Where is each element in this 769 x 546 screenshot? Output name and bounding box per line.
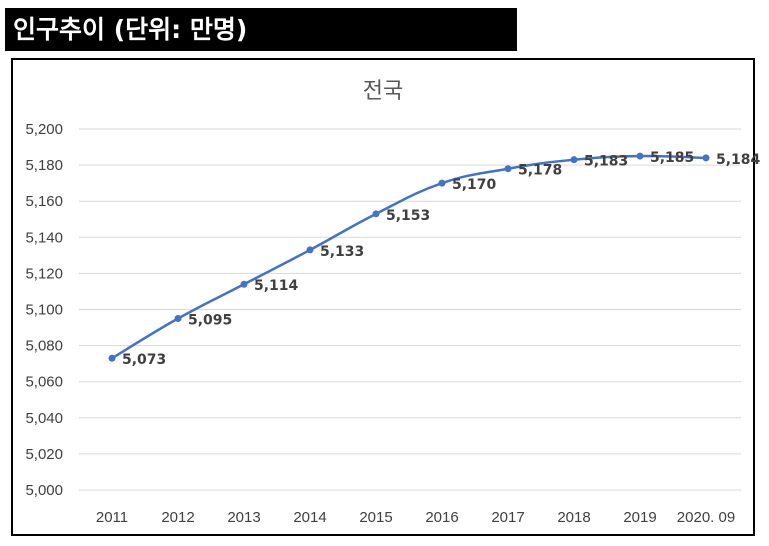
data-point bbox=[306, 246, 314, 254]
y-axis-ticks: 5,000 5,020 5,040 5,060 5,080 5,100 5,120 5,140… bbox=[25, 121, 63, 499]
data-point bbox=[570, 156, 578, 164]
y-tick-label: 5,180 bbox=[25, 157, 63, 174]
data-point bbox=[504, 165, 512, 173]
y-tick-label: 5,100 bbox=[25, 302, 63, 319]
data-label: 5,178 bbox=[518, 163, 562, 179]
x-tick-label: 2018 bbox=[557, 509, 590, 526]
y-tick-label: 5,060 bbox=[25, 374, 63, 391]
data-label: 5,185 bbox=[650, 150, 694, 166]
chart-title: 전국 bbox=[363, 79, 403, 104]
data-point bbox=[174, 315, 182, 323]
gridlines bbox=[79, 128, 741, 491]
x-tick-label: 2019 bbox=[623, 509, 656, 526]
y-tick-label: 5,160 bbox=[25, 193, 63, 210]
x-tick-label: 2015 bbox=[359, 509, 392, 526]
x-axis-ticks: 2011 2012 2013 2014 2015 2016 2017 2018 2019 2020… bbox=[96, 509, 735, 526]
data-point bbox=[240, 280, 248, 288]
y-tick-label: 5,020 bbox=[25, 446, 63, 463]
chart-frame bbox=[11, 58, 755, 536]
data-label: 5,183 bbox=[584, 154, 628, 170]
data-point bbox=[438, 179, 446, 187]
x-tick-label: 2013 bbox=[227, 509, 260, 526]
page-title: 인구추이 (단위: 만명) bbox=[5, 8, 517, 51]
x-tick-label: 2012 bbox=[161, 509, 194, 526]
data-label: 5,073 bbox=[122, 352, 166, 368]
series-line bbox=[111, 154, 707, 360]
data-label: 5,153 bbox=[386, 208, 430, 224]
x-tick-label: 2011 bbox=[96, 509, 128, 526]
data-label: 5,114 bbox=[254, 278, 299, 294]
data-label: 5,170 bbox=[452, 177, 497, 193]
data-point bbox=[372, 210, 380, 218]
x-tick-label: 2016 bbox=[425, 509, 458, 526]
x-tick-label: 2017 bbox=[491, 509, 524, 526]
data-label: 5,184 bbox=[716, 152, 761, 168]
y-tick-label: 5,200 bbox=[25, 121, 63, 138]
data-points bbox=[108, 152, 710, 362]
y-tick-label: 5,140 bbox=[25, 229, 63, 246]
y-tick-label: 5,000 bbox=[25, 482, 63, 499]
data-label: 5,133 bbox=[320, 244, 364, 260]
x-tick-label: 2020. 09 bbox=[677, 509, 735, 526]
data-point bbox=[636, 152, 644, 160]
data-point bbox=[702, 154, 710, 162]
data-label: 5,095 bbox=[188, 313, 232, 329]
y-tick-label: 5,040 bbox=[25, 410, 63, 427]
y-tick-label: 5,120 bbox=[25, 265, 63, 282]
series-line-path bbox=[111, 154, 707, 360]
data-labels: 5,073 5,095 5,114 5,133 5,153 5,170 5,178 5,183… bbox=[122, 150, 761, 368]
data-point bbox=[108, 354, 116, 362]
x-tick-label: 2014 bbox=[293, 509, 326, 526]
y-tick-label: 5,080 bbox=[25, 338, 63, 355]
